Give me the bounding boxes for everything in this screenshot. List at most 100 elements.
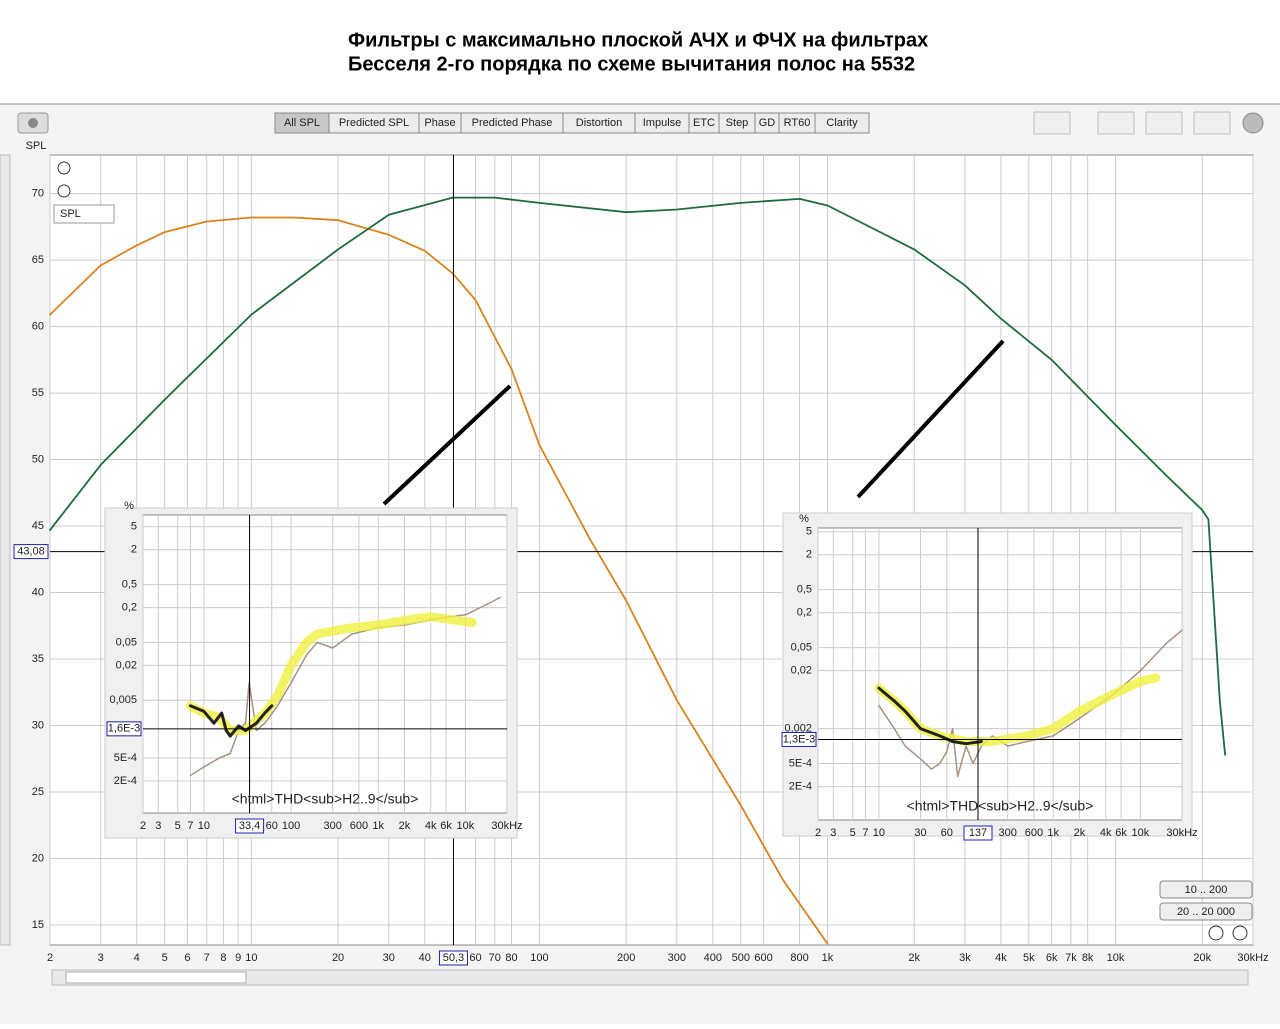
y-tick-label: 35	[32, 653, 44, 665]
x-tick-label: 2	[140, 820, 146, 832]
tab-label: Impulse	[643, 117, 682, 129]
tab-label: Predicted SPL	[339, 117, 409, 129]
y-tick-label: 0,05	[116, 636, 137, 648]
x-tick-label: 400	[704, 952, 722, 964]
cursor-x-label: 50,3	[443, 952, 464, 964]
cursor-y-label: 43,08	[17, 546, 45, 558]
y-tick-label: 0,02	[791, 665, 812, 677]
cursor-box	[235, 818, 265, 834]
y-tick-label: 2E-4	[789, 780, 812, 792]
y-tick-label: 25	[32, 786, 44, 798]
dropdown[interactable]	[53, 204, 115, 224]
x-tick-label: 7k	[1065, 952, 1077, 964]
tab[interactable]: GD	[754, 112, 780, 134]
y-tick-label: 0,2	[797, 607, 812, 619]
layout-button[interactable]	[1145, 111, 1183, 135]
overlay-button[interactable]	[1033, 111, 1071, 135]
pointer-line	[382, 384, 512, 506]
zoom-in[interactable]	[1232, 925, 1248, 941]
x-tick-label: 5	[175, 820, 181, 832]
x-tick-label: 3k	[959, 952, 971, 964]
x-tick-label: 1k	[822, 952, 834, 964]
tab-label: RT60	[784, 117, 811, 129]
camera-icon	[28, 118, 38, 128]
tab-button[interactable]	[814, 112, 870, 134]
tab-label: All SPL	[284, 117, 320, 129]
title-line: Фильтры с максимально плоской АЧХ и ФЧХ …	[348, 29, 928, 51]
x-tick-label: 9	[235, 952, 241, 964]
y-tick-label: 0,02	[116, 659, 137, 671]
y-tick-label: 0,005	[109, 694, 137, 706]
zoom-in[interactable]	[57, 161, 71, 175]
cursor-y-label: 1,3E-3	[783, 733, 815, 745]
y-tick-label: 5	[806, 526, 812, 538]
annotation: <html>THD<sub>H2..9</sub>	[907, 798, 1094, 814]
range-button[interactable]	[1159, 902, 1253, 921]
x-tick-label: 500	[732, 952, 750, 964]
x-tick-label: 10	[873, 827, 885, 839]
x-tick-label: 3	[830, 827, 836, 839]
x-tick-label: 100	[530, 952, 548, 964]
scroll-thumb[interactable]	[65, 971, 247, 984]
y-axis-label: SPL	[26, 140, 47, 152]
x-tick-label: 60	[941, 827, 953, 839]
x-tick-label: 20	[332, 952, 344, 964]
y-tick-label: 70	[32, 187, 44, 199]
x-tick-label: 10k	[1132, 827, 1150, 839]
x-tick-label: 30kHz	[491, 820, 522, 832]
y-axis-label: %	[799, 513, 809, 525]
x-tick-label: 300	[668, 952, 686, 964]
y-tick-label: 0,5	[122, 579, 137, 591]
fit-button[interactable]	[1193, 111, 1231, 135]
y-tick-label: 15	[32, 919, 44, 931]
tab[interactable]: All SPL	[274, 112, 330, 134]
x-tick-label: 8k	[1082, 952, 1094, 964]
tab[interactable]: ETC	[688, 112, 720, 134]
y-tick-label: 45	[32, 520, 44, 532]
y-tick-label: 60	[32, 320, 44, 332]
inset-plot	[817, 527, 1183, 821]
y-tick-label: 30	[32, 719, 44, 731]
tab[interactable]: Impulse	[634, 112, 690, 134]
zoom-out[interactable]	[57, 184, 71, 198]
tab[interactable]: RT60	[778, 112, 816, 134]
x-tick-label: 40	[419, 952, 431, 964]
x-tick-label: 2	[47, 952, 53, 964]
y-tick-label: 5E-4	[114, 752, 137, 764]
tab-label: Phase	[424, 117, 455, 129]
tab-label: Step	[726, 117, 749, 129]
settings-button[interactable]	[1242, 112, 1264, 134]
tab[interactable]: Predicted SPL	[328, 112, 420, 134]
y-tick-label: 40	[32, 586, 44, 598]
tab[interactable]: Step	[718, 112, 756, 134]
x-tick-label: 1k	[1047, 827, 1059, 839]
x-tick-label: 60	[469, 952, 481, 964]
zoom-out[interactable]	[1208, 925, 1224, 941]
x-tick-label: 20k	[1193, 952, 1211, 964]
y-axis-label: %	[124, 500, 134, 512]
y-tick-label: 0,002	[784, 723, 812, 735]
range-button[interactable]	[1159, 880, 1253, 899]
x-tick-label: 8	[220, 952, 226, 964]
controls-button[interactable]	[1097, 111, 1135, 135]
x-tick-label: 600	[1025, 827, 1043, 839]
scrollbar[interactable]	[51, 969, 1249, 986]
vertical-scrollbar[interactable]	[0, 154, 11, 946]
cursor-box	[781, 731, 817, 747]
x-tick-label: 4k	[995, 952, 1007, 964]
x-tick-label: 4	[134, 952, 140, 964]
x-tick-label: 2k	[1074, 827, 1086, 839]
x-tick-label: 4k	[1100, 827, 1112, 839]
x-tick-label: 4k	[425, 820, 437, 832]
tab[interactable]: Distortion	[562, 112, 636, 134]
x-tick-label: 3	[155, 820, 161, 832]
tab-label: Predicted Phase	[472, 117, 553, 129]
cursor-box	[963, 825, 993, 841]
tab[interactable]: Clarity	[814, 112, 870, 134]
x-tick-label: 2k	[908, 952, 920, 964]
tab[interactable]: Phase	[418, 112, 462, 134]
tab[interactable]: Predicted Phase	[460, 112, 564, 134]
